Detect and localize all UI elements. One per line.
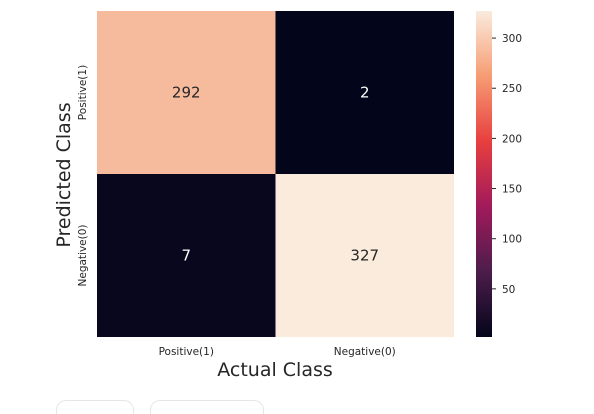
confusion-matrix-chart: 292 2 7 327 Positive(1) Negative(0) Positive… xyxy=(53,11,522,381)
colorbar-tick-label-6: 300 xyxy=(502,33,522,45)
x-tick-labels: Positive(1) Negative(0) xyxy=(159,346,396,358)
colorbar-tick-label-5: 250 xyxy=(502,83,522,95)
colorbar-tick-label-1: 50 xyxy=(502,284,515,296)
cell-value-r1-c1: 292 xyxy=(172,84,201,102)
heatmap-cells xyxy=(97,11,454,337)
cell-labels: 292 2 7 327 xyxy=(172,84,379,265)
x-axis-label: Actual Class xyxy=(217,359,333,381)
y-tick-labels: Positive(1) Negative(0) xyxy=(77,65,89,287)
colorbar-tick-label-2: 100 xyxy=(502,234,522,246)
heatmap-cell-r2-c1 xyxy=(97,174,276,337)
x-tick-label-2: Negative(0) xyxy=(334,346,396,358)
x-tick-label-1: Positive(1) xyxy=(159,346,214,358)
cell-value-r1-c2: 2 xyxy=(360,84,370,102)
colorbar-ticks: 50 100 150 200 250 300 xyxy=(492,33,522,296)
bottom-center-button-edge[interactable] xyxy=(150,400,264,414)
y-tick-label-2: Negative(0) xyxy=(77,225,89,287)
cell-value-r2-c1: 7 xyxy=(181,247,191,265)
heatmap-cell-r1-c1 xyxy=(97,11,276,174)
colorbar-tick-label-4: 200 xyxy=(502,133,522,145)
bottom-left-button-edge[interactable] xyxy=(56,400,134,414)
colorbar-tick-label-3: 150 xyxy=(502,184,522,196)
y-tick-label-1: Positive(1) xyxy=(77,65,89,120)
heatmap-cell-r1-c2 xyxy=(275,11,454,174)
colorbar xyxy=(476,11,492,337)
heatmap-cell-r2-c2 xyxy=(275,174,454,337)
cell-value-r2-c2: 327 xyxy=(350,247,379,265)
y-axis-label: Predicted Class xyxy=(53,102,75,247)
